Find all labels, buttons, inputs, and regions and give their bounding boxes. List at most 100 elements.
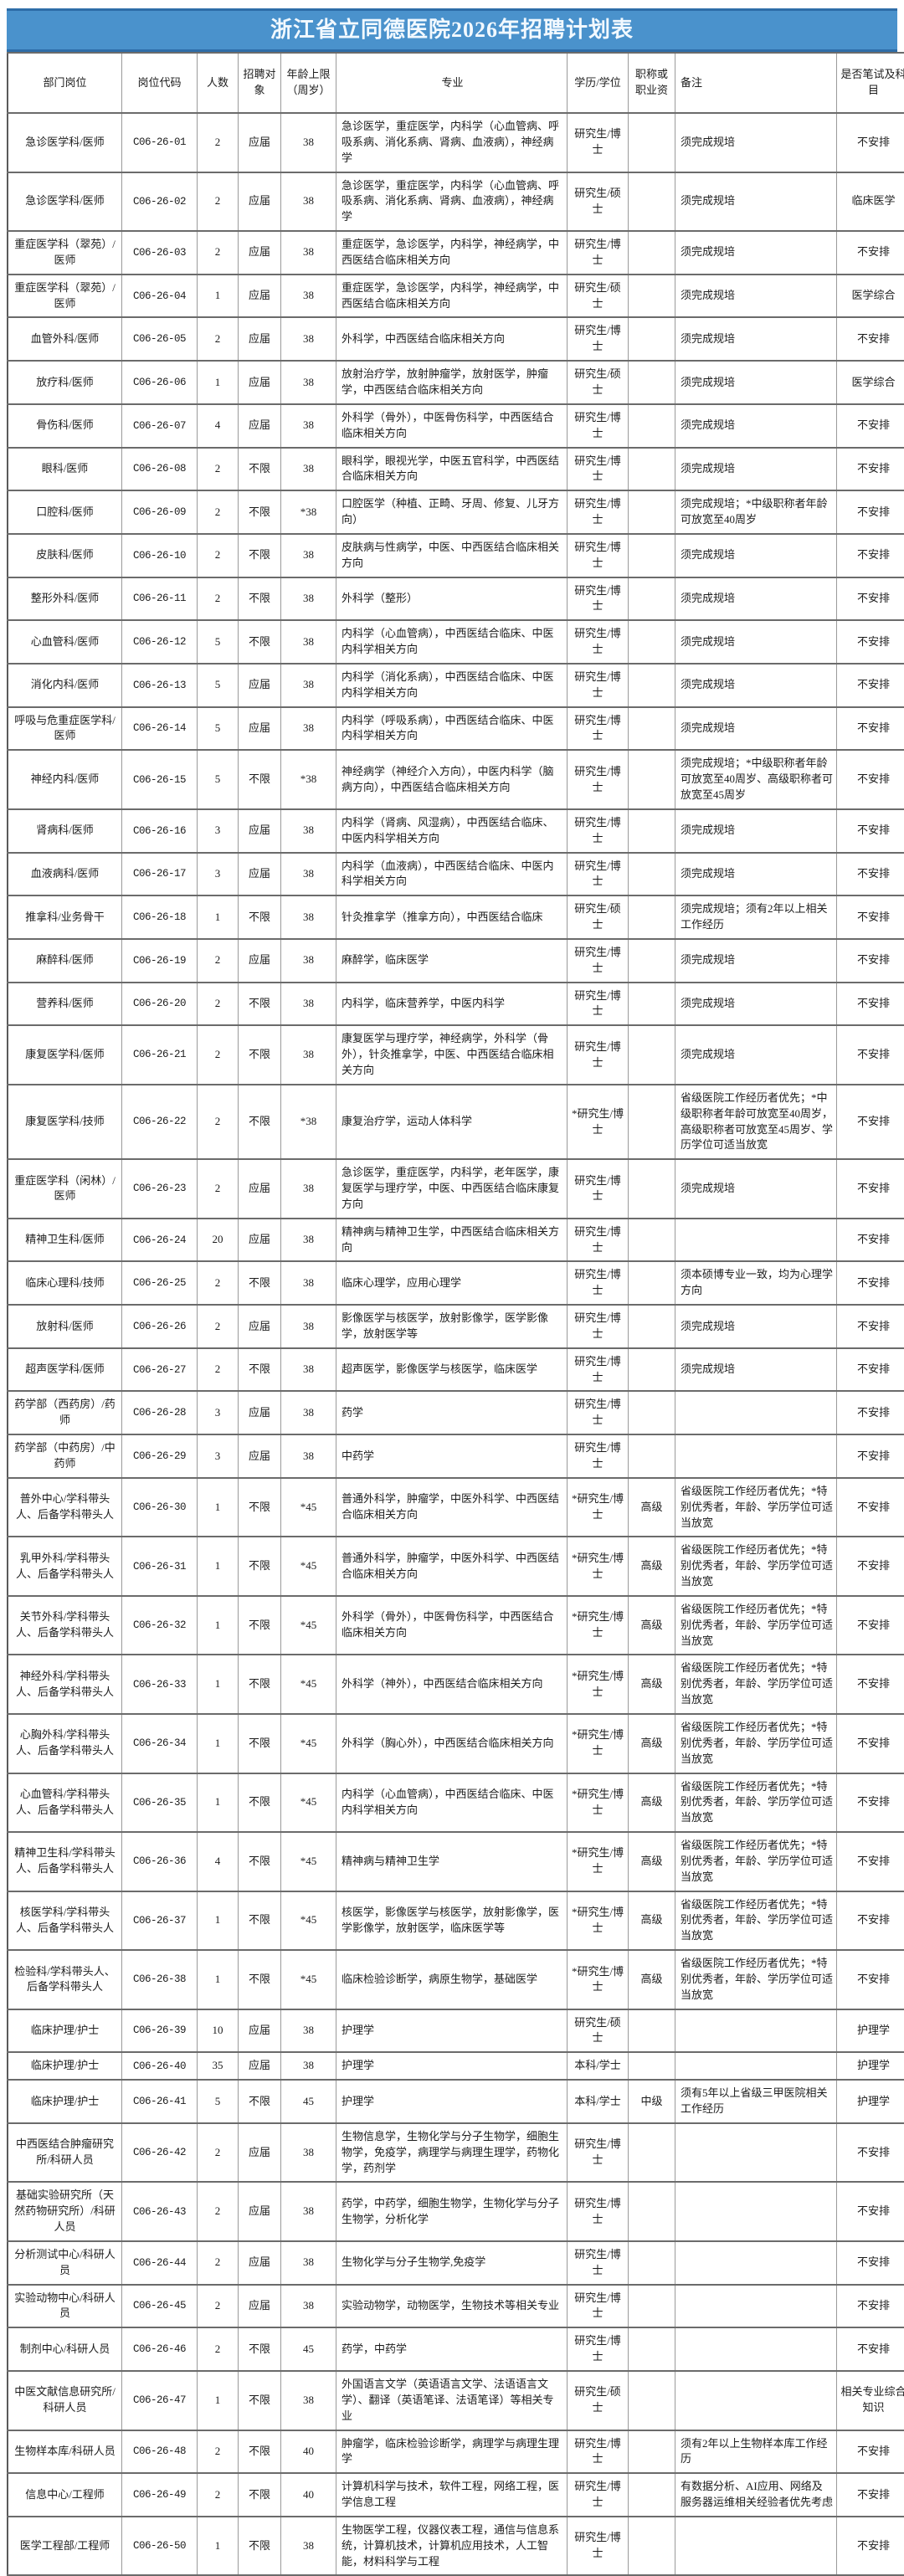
- column-header-remark: 备注: [675, 53, 837, 113]
- cell-degree: 本科/学士: [568, 2052, 629, 2080]
- cell-department-position: 药学部（中药房）/中药师: [8, 1434, 122, 1478]
- cell-recruit-target: 应届: [239, 2241, 281, 2285]
- cell-remark: 须有2年以上生物样本库工作经历: [675, 2430, 837, 2474]
- cell-title-requirement: 高级: [629, 1950, 675, 2009]
- cell-department-position: 药学部（西药房）/药师: [8, 1391, 122, 1434]
- cell-department-position: 分析测试中心/科研人员: [8, 2241, 122, 2285]
- cell-headcount: 1: [198, 2517, 239, 2576]
- cell-position-code: C06-26-16: [122, 809, 198, 853]
- cell-department-position: 推拿科/业务骨干: [8, 895, 122, 939]
- cell-remark: 须完成规培；*中级职称者年龄可放宽至40周岁、高级职称者可放宽至45周岁: [675, 750, 837, 809]
- cell-recruit-target: 不限: [239, 983, 281, 1026]
- cell-title-requirement: [629, 983, 675, 1026]
- cell-major: 急诊医学，重症医学，内科学（心血管病、呼吸系病、消化系病、肾病、血液病），神经病…: [336, 172, 568, 232]
- cell-position-code: C06-26-26: [122, 1305, 198, 1348]
- cell-degree: 研究生/博士: [568, 2327, 629, 2371]
- cell-position-code: C06-26-37: [122, 1891, 198, 1951]
- cell-age-limit: *45: [281, 1714, 336, 1773]
- cell-recruit-target: 应届: [239, 2182, 281, 2241]
- cell-recruit-target: 应届: [239, 664, 281, 707]
- cell-written-exam: 不安排: [837, 1655, 904, 1714]
- cell-written-exam: 不安排: [837, 448, 904, 491]
- cell-department-position: 临床护理/护士: [8, 2080, 122, 2123]
- cell-major: 眼科学，眼视光学，中医五官科学，中西医结合临床相关方向: [336, 448, 568, 491]
- cell-major: 药学，中药学: [336, 2327, 568, 2371]
- cell-written-exam: 不安排: [837, 1159, 904, 1219]
- cell-age-limit: 38: [281, 404, 336, 448]
- cell-written-exam: 临床医学: [837, 172, 904, 232]
- cell-degree: 研究生/博士: [568, 853, 629, 896]
- column-header-headcount: 人数: [198, 53, 239, 113]
- cell-degree: 研究生/硕士: [568, 361, 629, 404]
- cell-major: 外科学（骨外），中医骨伤科学，中西医结合临床相关方向: [336, 1596, 568, 1655]
- cell-degree: 研究生/博士: [568, 2285, 629, 2328]
- cell-degree: 研究生/博士: [568, 1025, 629, 1085]
- cell-degree: 研究生/博士: [568, 2473, 629, 2517]
- cell-remark: [675, 1391, 837, 1434]
- cell-department-position: 普外中心/学科带头人、后备学科带头人: [8, 1478, 122, 1537]
- cell-recruit-target: 不限: [239, 2080, 281, 2123]
- cell-age-limit: 38: [281, 707, 336, 751]
- cell-degree: 研究生/博士: [568, 2517, 629, 2576]
- cell-position-code: C06-26-42: [122, 2123, 198, 2183]
- header-row: 部门岗位岗位代码人数招聘对象年龄上限（周岁）专业学历/学位职称或职业资备注是否笔…: [8, 53, 904, 113]
- cell-department-position: 消化内科/医师: [8, 664, 122, 707]
- cell-headcount: 1: [198, 1714, 239, 1773]
- cell-major: 实验动物学，动物医学，生物技术等相关专业: [336, 2285, 568, 2328]
- cell-age-limit: 38: [281, 1025, 336, 1085]
- cell-department-position: 基础实验研究所（天然药物研究所）/科研人员: [8, 2182, 122, 2241]
- cell-headcount: 2: [198, 317, 239, 361]
- cell-written-exam: 不安排: [837, 620, 904, 664]
- cell-remark: [675, 2371, 837, 2430]
- cell-position-code: C06-26-23: [122, 1159, 198, 1219]
- cell-major: 生物信息学，生物化学与分子生物学，细胞生物学，免疫学，病理学与病理生理学，药物化…: [336, 2123, 568, 2183]
- cell-age-limit: 38: [281, 2285, 336, 2328]
- cell-recruit-target: 不限: [239, 1596, 281, 1655]
- cell-remark: [675, 2327, 837, 2371]
- cell-remark: 须完成规培: [675, 361, 837, 404]
- cell-position-code: C06-26-10: [122, 534, 198, 577]
- recruitment-plan-table: 部门岗位岗位代码人数招聘对象年龄上限（周岁）专业学历/学位职称或职业资备注是否笔…: [7, 52, 904, 2576]
- column-header-title-requirement: 职称或职业资: [629, 53, 675, 113]
- cell-title-requirement: [629, 275, 675, 318]
- cell-written-exam: 不安排: [837, 1261, 904, 1305]
- cell-headcount: 2: [198, 231, 239, 275]
- cell-position-code: C06-26-49: [122, 2473, 198, 2517]
- cell-title-requirement: [629, 1085, 675, 1159]
- cell-department-position: 实验动物中心/科研人员: [8, 2285, 122, 2328]
- cell-major: 护理学: [336, 2052, 568, 2080]
- cell-position-code: C06-26-45: [122, 2285, 198, 2328]
- cell-major: 放射治疗学，放射肿瘤学，放射医学，肿瘤学，中西医结合临床相关方向: [336, 361, 568, 404]
- cell-remark: 须完成规培: [675, 853, 837, 896]
- cell-headcount: 5: [198, 707, 239, 751]
- cell-recruit-target: 应届: [239, 2009, 281, 2053]
- cell-title-requirement: [629, 2430, 675, 2474]
- cell-title-requirement: [629, 317, 675, 361]
- cell-degree: 研究生/博士: [568, 534, 629, 577]
- cell-headcount: 1: [198, 1655, 239, 1714]
- cell-department-position: 医学工程部/工程师: [8, 2517, 122, 2576]
- cell-age-limit: *45: [281, 1655, 336, 1714]
- cell-degree: 研究生/博士: [568, 577, 629, 621]
- cell-recruit-target: 不限: [239, 750, 281, 809]
- cell-degree: 研究生/硕士: [568, 895, 629, 939]
- cell-title-requirement: [629, 490, 675, 534]
- cell-remark: [675, 2009, 837, 2053]
- cell-headcount: 2: [198, 1305, 239, 1348]
- cell-recruit-target: 应届: [239, 809, 281, 853]
- cell-degree: *研究生/博士: [568, 1714, 629, 1773]
- cell-written-exam: 相关专业综合知识: [837, 2371, 904, 2430]
- cell-department-position: 心胸外科/学科带头人、后备学科带头人: [8, 1714, 122, 1773]
- cell-degree: 研究生/硕士: [568, 172, 629, 232]
- cell-degree: *研究生/博士: [568, 1950, 629, 2009]
- cell-age-limit: 38: [281, 231, 336, 275]
- cell-title-requirement: [629, 707, 675, 751]
- cell-major: 超声医学，影像医学与核医学，临床医学: [336, 1348, 568, 1392]
- cell-written-exam: 不安排: [837, 534, 904, 577]
- cell-recruit-target: 应届: [239, 2285, 281, 2328]
- cell-recruit-target: 不限: [239, 2517, 281, 2576]
